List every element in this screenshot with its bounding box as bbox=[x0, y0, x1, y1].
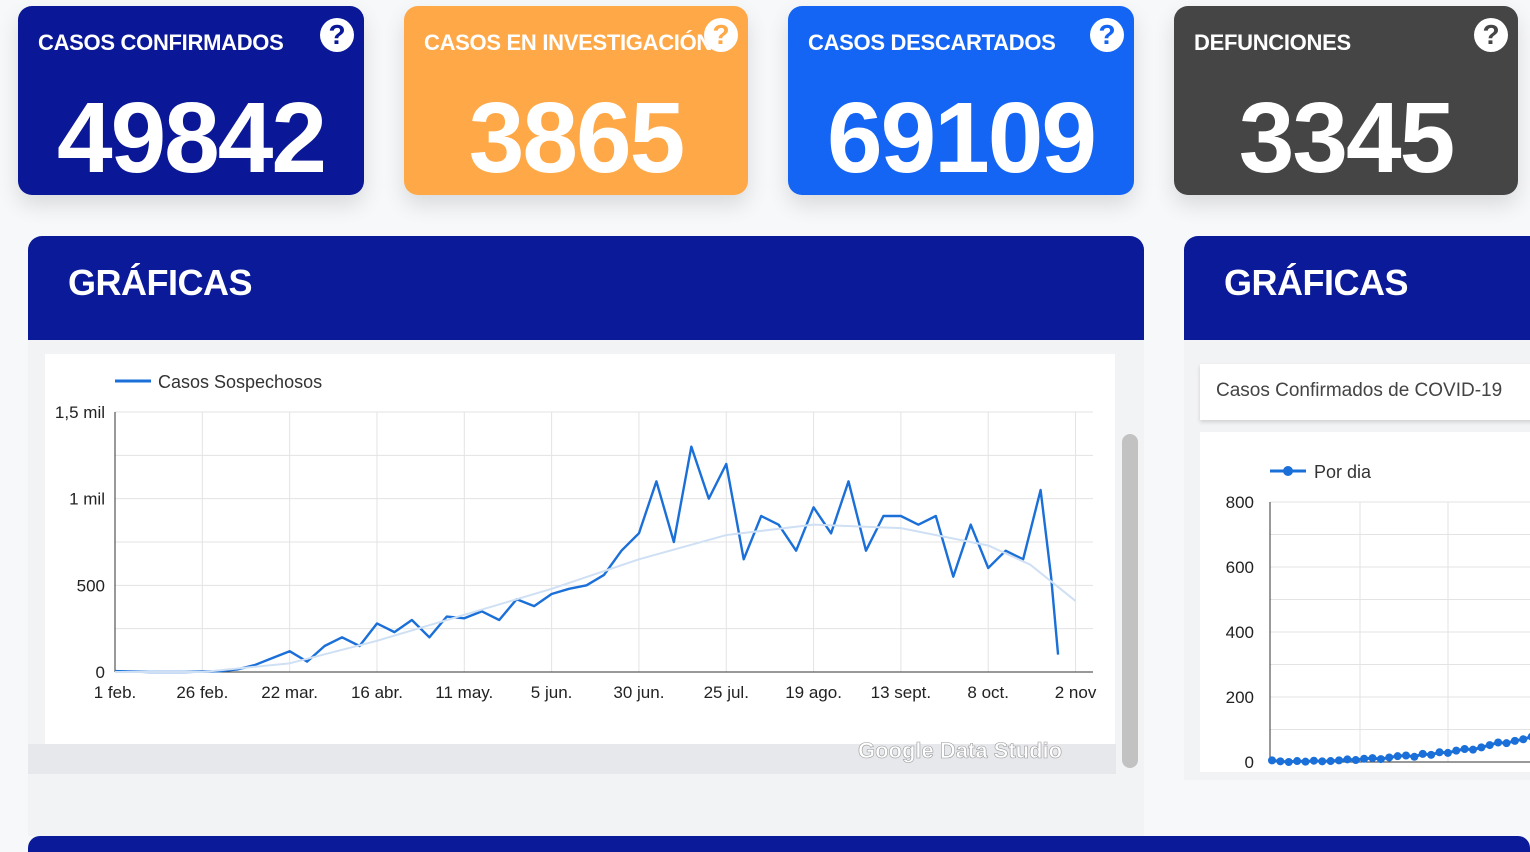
series-point bbox=[1268, 756, 1276, 765]
series-point bbox=[1502, 739, 1511, 748]
dropdown-value: Casos Confirmados de COVID-19 bbox=[1216, 380, 1503, 401]
x-tick-label: 30 jun. bbox=[613, 683, 664, 702]
x-tick-label: 8 oct. bbox=[967, 683, 1009, 702]
chart-selector-dropdown[interactable]: Casos Confirmados de COVID-19 bbox=[1200, 364, 1530, 420]
chart-svg: 1 feb. 26 feb. 22 mar. 16 abr. 11 may. 5 jun.… bbox=[55, 372, 1097, 702]
panel-header-graficas: GRÁFICAS bbox=[28, 236, 1144, 340]
y-tick-label: 200 bbox=[1226, 688, 1254, 707]
x-tick-label: 22 mar. bbox=[261, 683, 318, 702]
card-casos-en-investigacion: CASOS EN INVESTIGACIÓN ? 3865 bbox=[404, 6, 748, 195]
help-icon[interactable]: ? bbox=[320, 18, 354, 52]
card-defunciones: DEFUNCIONES ? 3345 bbox=[1174, 6, 1518, 195]
card-label: CASOS CONFIRMADOS bbox=[38, 30, 284, 55]
series-point bbox=[1418, 749, 1427, 758]
help-icon[interactable]: ? bbox=[1474, 18, 1508, 52]
series-point bbox=[1477, 743, 1486, 752]
x-tick-label: 1 feb. bbox=[94, 683, 137, 702]
card-value: 3345 bbox=[1238, 82, 1455, 194]
series-point bbox=[1276, 757, 1285, 766]
x-tick-label: 13 sept. bbox=[871, 683, 932, 702]
y-tick-label: 500 bbox=[77, 576, 105, 595]
series-point bbox=[1309, 756, 1318, 765]
series-point bbox=[1510, 736, 1519, 745]
series-point bbox=[1435, 748, 1444, 757]
trend-line bbox=[115, 523, 1077, 673]
chart-casos-sospechosos[interactable]: 1 feb. 26 feb. 22 mar. 16 abr. 11 may. 5 jun.… bbox=[45, 354, 1115, 744]
scrollbar[interactable] bbox=[1122, 434, 1138, 768]
y-tick-label: 1 mil bbox=[69, 490, 105, 509]
x-tick-label: 2 nov bbox=[1055, 683, 1097, 702]
series-point bbox=[1343, 755, 1352, 764]
help-icon[interactable]: ? bbox=[704, 18, 738, 52]
x-tick-label: 25 jul. bbox=[704, 683, 749, 702]
series-point bbox=[1427, 750, 1436, 759]
series-point bbox=[1284, 758, 1293, 766]
x-tick-label: 11 may. bbox=[435, 683, 493, 702]
card-value: 69109 bbox=[826, 82, 1097, 194]
y-tick-label: 0 bbox=[96, 663, 105, 682]
card-casos-confirmados: CASOS CONFIRMADOS ? 49842 bbox=[18, 6, 364, 195]
x-tick-label: 16 abr. bbox=[351, 683, 403, 702]
series-point bbox=[1326, 757, 1335, 766]
series-point bbox=[1360, 754, 1369, 763]
legend-marker bbox=[1283, 466, 1293, 476]
series-point bbox=[1527, 732, 1530, 741]
series-point bbox=[1301, 757, 1310, 766]
bottom-panel-header bbox=[28, 836, 1530, 852]
y-tick-label: 1,5 mil bbox=[55, 403, 105, 422]
panel-title: GRÁFICAS bbox=[1224, 262, 1409, 303]
series-point bbox=[1376, 755, 1385, 764]
series-point bbox=[1469, 745, 1477, 754]
card-value: 3865 bbox=[468, 82, 685, 194]
chart-por-dia[interactable]: 0 200 400 600 800 Por dia bbox=[1200, 432, 1530, 772]
series-point bbox=[1410, 752, 1419, 761]
legend-label: Casos Sospechosos bbox=[158, 372, 322, 392]
y-tick-label: 800 bbox=[1226, 493, 1254, 512]
series-point bbox=[1335, 756, 1343, 765]
series-line bbox=[114, 445, 1060, 674]
x-tick-label: 26 feb. bbox=[176, 683, 228, 702]
chart-footer-strip bbox=[28, 744, 1116, 774]
series-point bbox=[1393, 752, 1402, 761]
panel-header-graficas-2: GRÁFICAS bbox=[1184, 236, 1530, 340]
y-tick-label: 600 bbox=[1226, 558, 1254, 577]
series-point bbox=[1519, 735, 1528, 744]
series-point bbox=[1402, 751, 1410, 760]
series-point bbox=[1385, 753, 1394, 762]
card-label: CASOS DESCARTADOS bbox=[808, 30, 1056, 55]
series-point bbox=[1318, 757, 1327, 766]
x-tick-label: 5 jun. bbox=[531, 683, 573, 702]
card-label: CASOS EN INVESTIGACIÓN bbox=[424, 30, 712, 55]
series-point bbox=[1494, 738, 1503, 747]
x-tick-label: 19 ago. bbox=[785, 683, 842, 702]
series-point bbox=[1293, 757, 1302, 766]
watermark: Google Data Studio bbox=[858, 738, 1063, 764]
help-icon[interactable]: ? bbox=[1090, 18, 1124, 52]
series-point bbox=[1485, 741, 1494, 750]
panel-title: GRÁFICAS bbox=[68, 262, 253, 303]
series-point bbox=[1351, 756, 1360, 765]
series-point bbox=[1452, 746, 1461, 755]
y-tick-label: 0 bbox=[1245, 753, 1254, 772]
legend-label: Por dia bbox=[1314, 462, 1372, 482]
y-tick-label: 400 bbox=[1226, 623, 1254, 642]
card-value: 49842 bbox=[56, 82, 327, 194]
series-point bbox=[1460, 745, 1469, 753]
watermark-text: Google Data Studio bbox=[858, 738, 1062, 763]
card-label: DEFUNCIONES bbox=[1194, 30, 1351, 55]
series-point bbox=[1368, 754, 1377, 763]
series-point bbox=[1443, 748, 1452, 757]
card-casos-descartados: CASOS DESCARTADOS ? 69109 bbox=[788, 6, 1134, 195]
chart-svg-2: 0 200 400 600 800 Por dia bbox=[1226, 462, 1530, 772]
